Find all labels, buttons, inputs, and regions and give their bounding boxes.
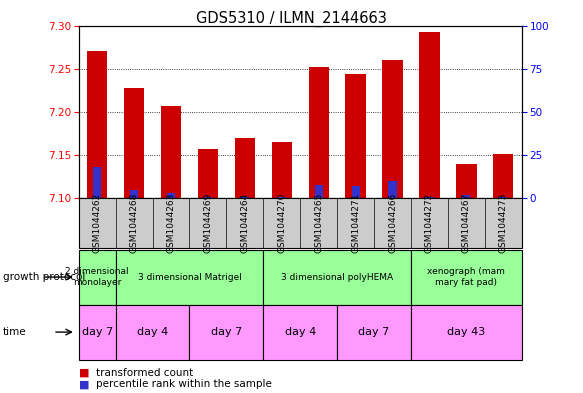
Text: GSM1044269: GSM1044269: [203, 193, 212, 253]
Bar: [426, 197, 434, 198]
Bar: [204, 197, 212, 198]
Text: GSM1044270: GSM1044270: [278, 193, 286, 253]
Text: GSM1044263: GSM1044263: [167, 193, 175, 253]
Text: ■: ■: [79, 367, 89, 378]
Bar: [346, 74, 366, 198]
Text: GSM1044271: GSM1044271: [351, 193, 360, 253]
Text: GSM1044262: GSM1044262: [93, 193, 101, 253]
Bar: [493, 154, 514, 198]
Text: GSM1044272: GSM1044272: [425, 193, 434, 253]
Bar: [167, 193, 175, 198]
Text: day 7: day 7: [211, 327, 242, 337]
Bar: [308, 67, 329, 198]
Text: time: time: [3, 327, 27, 337]
Bar: [124, 88, 144, 198]
Bar: [456, 164, 476, 198]
Text: GSM1044268: GSM1044268: [129, 193, 139, 253]
Text: 3 dimensional Matrigel: 3 dimensional Matrigel: [138, 273, 241, 281]
Text: GSM1044264: GSM1044264: [240, 193, 250, 253]
Text: GSM1044267: GSM1044267: [462, 193, 471, 253]
Bar: [382, 60, 403, 198]
Bar: [161, 106, 181, 198]
Bar: [388, 181, 396, 198]
Text: day 4: day 4: [285, 327, 316, 337]
Bar: [198, 149, 218, 198]
Bar: [315, 185, 323, 198]
Bar: [241, 197, 249, 198]
Text: transformed count: transformed count: [96, 367, 194, 378]
Bar: [272, 142, 292, 198]
Bar: [235, 138, 255, 198]
Text: percentile rank within the sample: percentile rank within the sample: [96, 379, 272, 389]
Text: GDS5310 / ILMN_2144663: GDS5310 / ILMN_2144663: [196, 11, 387, 27]
Text: GSM1044273: GSM1044273: [499, 193, 508, 253]
Text: day 7: day 7: [82, 327, 113, 337]
Bar: [93, 167, 101, 198]
Text: growth protocol: growth protocol: [3, 272, 85, 282]
Text: 2 dimensional
monolayer: 2 dimensional monolayer: [65, 267, 129, 287]
Bar: [87, 51, 107, 198]
Text: ■: ■: [79, 379, 89, 389]
Text: 3 dimensional polyHEMA: 3 dimensional polyHEMA: [281, 273, 393, 281]
Bar: [278, 197, 286, 198]
Bar: [462, 195, 470, 198]
Text: xenograph (mam
mary fat pad): xenograph (mam mary fat pad): [427, 267, 505, 287]
Text: GSM1044265: GSM1044265: [314, 193, 323, 253]
Text: GSM1044266: GSM1044266: [388, 193, 397, 253]
Bar: [419, 33, 440, 198]
Bar: [499, 197, 507, 198]
Bar: [352, 186, 360, 198]
Text: day 4: day 4: [137, 327, 168, 337]
Bar: [130, 190, 138, 198]
Text: day 7: day 7: [359, 327, 389, 337]
Text: day 43: day 43: [447, 327, 486, 337]
